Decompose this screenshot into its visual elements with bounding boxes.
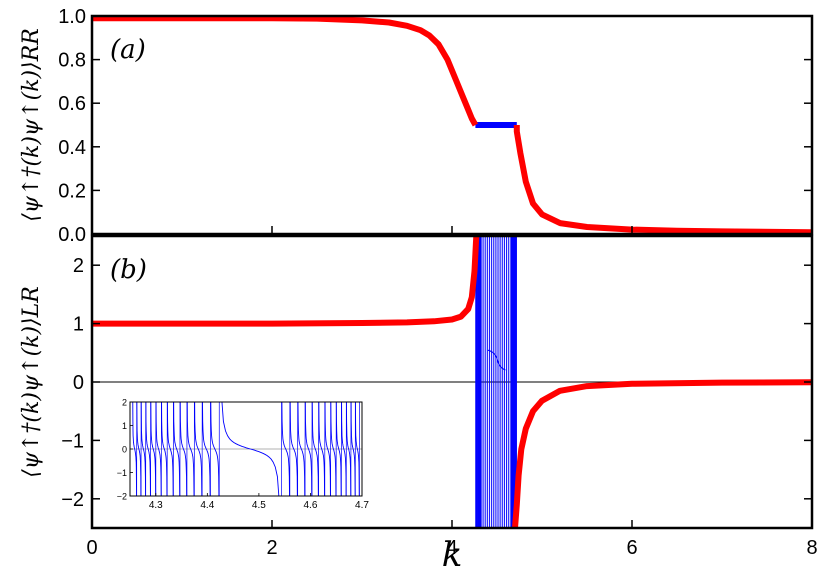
panel-a: 0.0 0.2 0.4 0.6 0.8 1.0 (a) ⟨ψ↑†(k)ψ↑(k)⟩RR (19, 6, 814, 246)
panel-b-blue-center-curve (487, 349, 506, 371)
inset-branch (179, 402, 188, 496)
inset-branch (186, 402, 195, 496)
inset-lines (132, 402, 360, 496)
inset-branch (324, 402, 331, 496)
panel-a-series-2-line (513, 125, 812, 234)
inset-ytick-label: 1 (122, 421, 127, 431)
inset-branch (136, 402, 142, 496)
inset-branch (289, 402, 298, 496)
panel-a-yticks: 0.0 0.2 0.4 0.6 0.8 1.0 (58, 6, 812, 246)
inset-xtick-label: 4.3 (149, 500, 163, 511)
panel-a-ylabel: ⟨ψ↑†(k)ψ↑(k)⟩RR (19, 28, 44, 222)
inset-branch (202, 402, 211, 496)
panel-b-yticks: −2 −1 0 1 2 (61, 255, 812, 511)
panel-b-series-1-line (512, 379, 812, 528)
inset-branch (145, 402, 151, 496)
panel-b: −2 −1 0 1 2 0 2 4 6 8 (b) ⟨ψ↑†(k)ψ↑(k)⟩LR k −2 −1… (19, 226, 818, 574)
inset-ytick-label: −2 (117, 492, 127, 502)
inset-xtick-label: 4.6 (303, 500, 317, 511)
panel-a-series-0-line (92, 16, 479, 127)
inset-branch (194, 402, 203, 496)
panel-a-ytick-label: 0.6 (58, 93, 86, 115)
panel-b-ytick-label: 1 (73, 314, 84, 336)
panel-b-label: (b) (110, 255, 147, 285)
inset-branch (330, 402, 337, 496)
inset-branch (318, 402, 325, 496)
inset-branch (210, 402, 220, 496)
panel-b-xtick-label: 6 (626, 537, 637, 559)
panel-b-ylabel: ⟨ψ↑†(k)ψ↑(k)⟩LR (19, 286, 44, 478)
panel-b-ytick-label: 0 (73, 372, 84, 394)
inset-branch (155, 402, 162, 496)
panel-b-series-0-line (92, 236, 480, 327)
panel-b-xtick-label: 8 (806, 537, 817, 559)
inset-branch (346, 402, 352, 496)
panel-b-xtick-label: 4 (446, 537, 457, 559)
inset-branch (341, 402, 347, 496)
inset-branch (173, 402, 181, 496)
inset-xtick-label: 4.4 (200, 500, 214, 511)
inset-branch (167, 402, 174, 496)
inset-branch (140, 402, 146, 496)
inset-branch (132, 402, 137, 496)
inset-yticks: −2 −1 0 1 2 (117, 398, 133, 502)
inset-branch (355, 402, 360, 496)
panel-a-red-layer (92, 16, 812, 234)
inset-branch (335, 402, 342, 496)
panel-a-ytick-label: 0.4 (58, 137, 86, 159)
panel-b-ytick-label: −2 (61, 489, 84, 511)
inset: −2 −1 0 1 2 4.3 4.4 4.5 4.6 4.7 (117, 398, 370, 512)
inset-branch (304, 402, 313, 496)
inset-xtick-label: 4.7 (355, 500, 369, 511)
inset-ytick-label: 2 (122, 398, 127, 408)
panel-a-frame (90, 14, 814, 236)
inset-xticks: 4.3 4.4 4.5 4.6 4.7 (149, 493, 369, 511)
inset-branch (297, 402, 306, 496)
inset-ytick-label: 0 (122, 445, 127, 455)
panel-b-ytick-label: −1 (61, 430, 84, 452)
x-axis-label: k (442, 535, 463, 574)
panel-a-ytick-label: 0.0 (58, 224, 86, 246)
panel-b-red-layer (92, 236, 812, 528)
inset-branch (350, 402, 356, 496)
panel-a-label: (a) (110, 35, 146, 65)
inset-branch (311, 402, 319, 496)
panel-b-xtick-label: 2 (266, 537, 277, 559)
inset-branch (221, 402, 280, 496)
inset-branch (161, 402, 168, 496)
panel-a-ytick-label: 0.8 (58, 50, 86, 72)
panel-a-ytick-label: 0.2 (58, 180, 86, 202)
panel-b-ytick-label: 2 (73, 255, 84, 277)
inset-xtick-label: 4.5 (252, 500, 266, 511)
panel-a-ytick-label: 1.0 (58, 6, 86, 28)
inset-branch (150, 402, 157, 496)
inset-branch (281, 402, 290, 496)
panel-b-xticks: 0 2 4 6 8 (86, 226, 818, 559)
panel-b-xtick-label: 0 (86, 537, 97, 559)
inset-ytick-label: −1 (117, 468, 127, 478)
